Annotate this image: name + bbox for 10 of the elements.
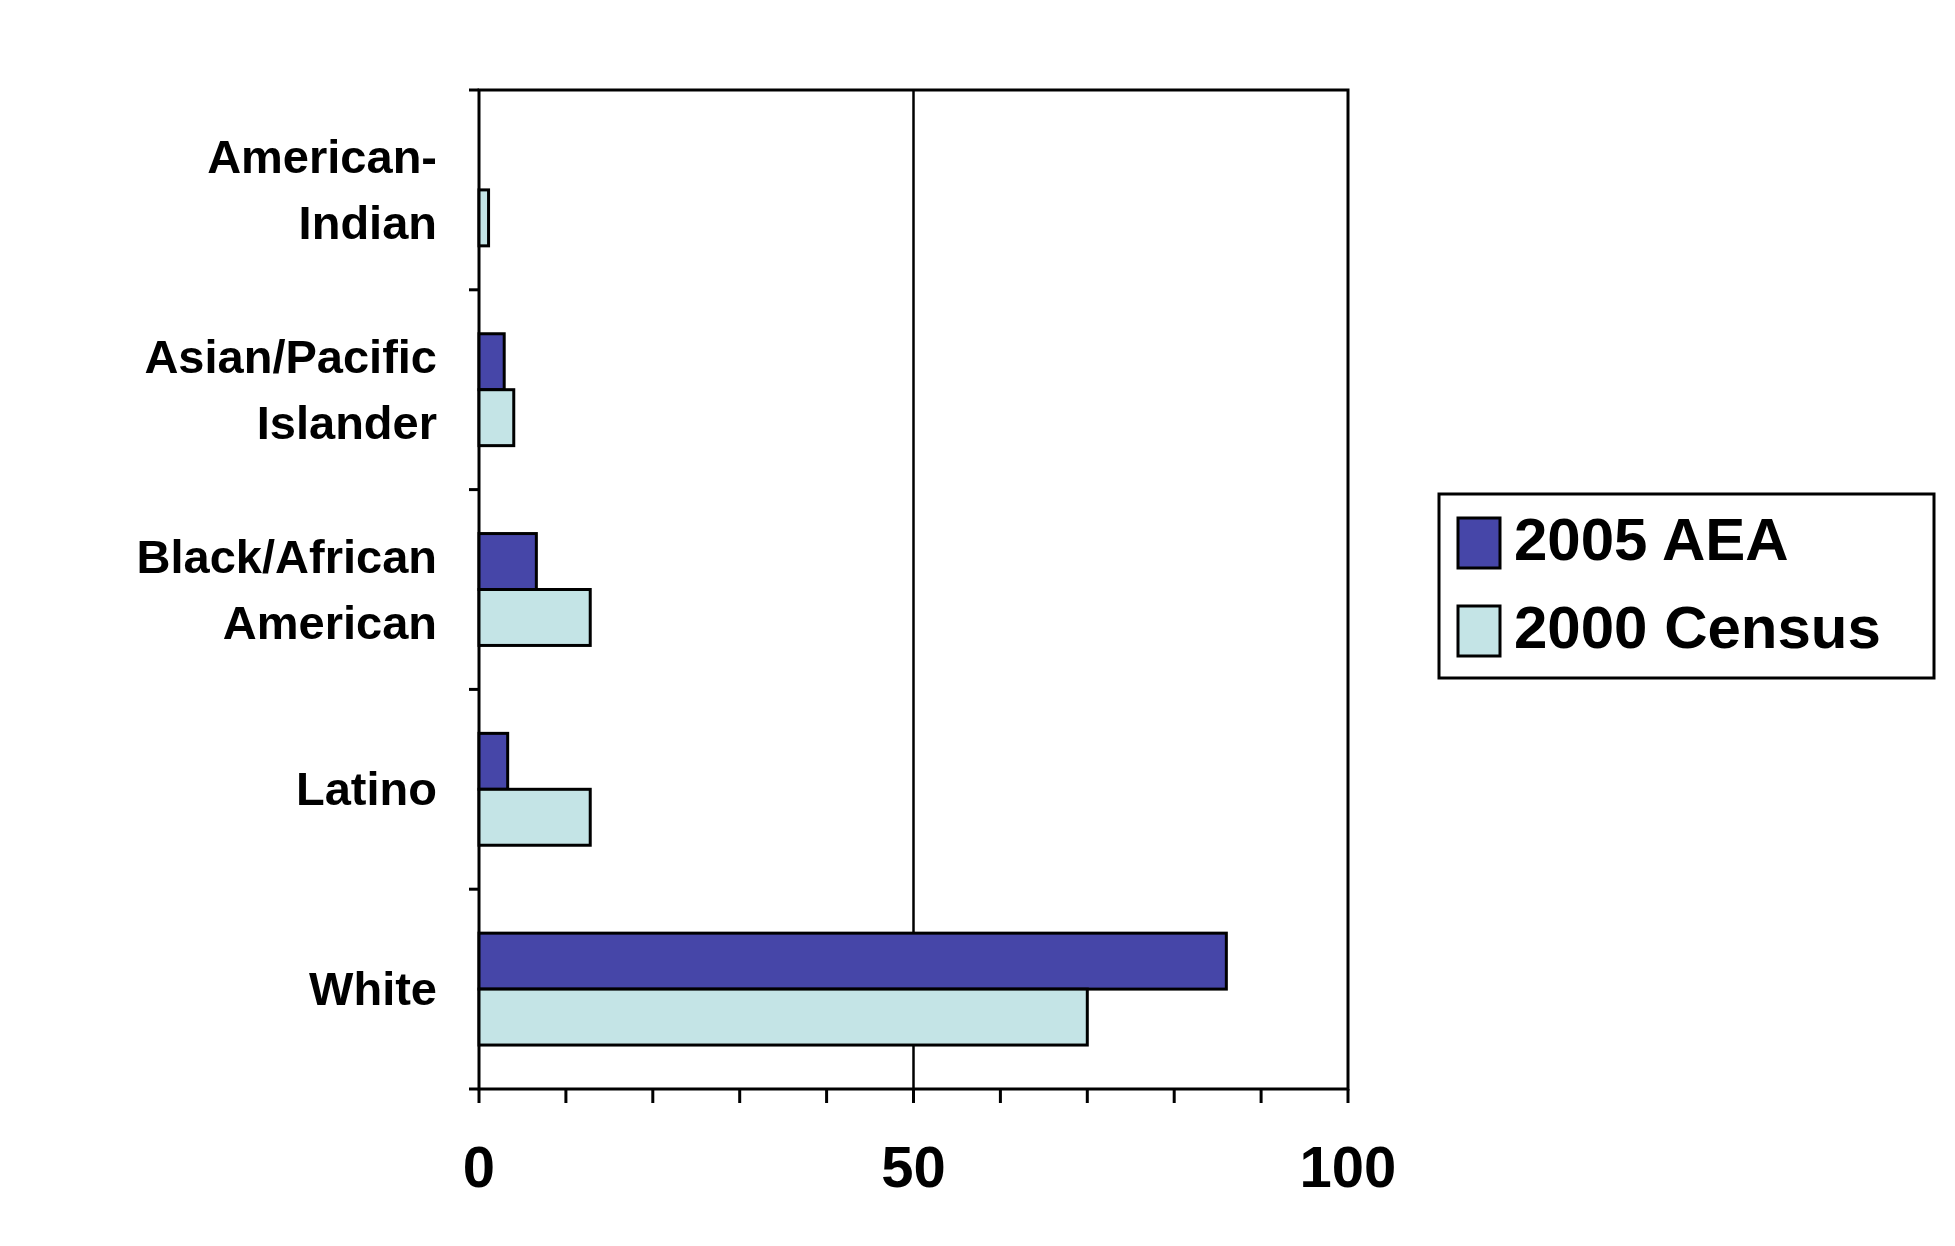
legend-label: 2005 AEA [1514, 506, 1789, 573]
x-tick-label: 0 [462, 1134, 496, 1199]
y-tick-label: White [309, 962, 437, 1016]
y-tick-label: Latino [296, 762, 437, 816]
y-tick-label: Asian/Pacific Islander [144, 329, 437, 449]
y-tick-label: American-Indian [207, 129, 437, 249]
x-tick-label: 100 [1299, 1134, 1397, 1199]
x-tick-label: 50 [881, 1134, 946, 1199]
legend-label: 2000 Census [1514, 594, 1881, 661]
y-tick-label: Black/African American [136, 529, 437, 649]
